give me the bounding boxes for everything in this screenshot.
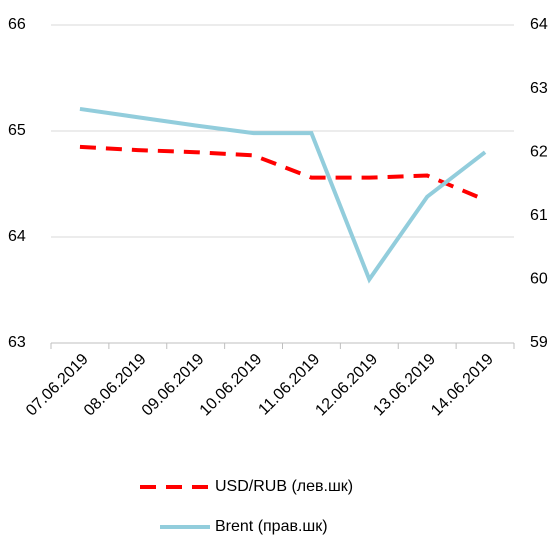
y2-tick-label: 62 [530, 143, 548, 160]
y-tick-label: 66 [8, 16, 26, 33]
y2-tick-label: 60 [530, 271, 548, 288]
legend-label: USD/RUB (лев.шк) [215, 478, 353, 495]
legend-label: Brent (прав.шк) [215, 518, 328, 535]
y2-tick-label: 59 [530, 334, 548, 351]
y2-tick-label: 63 [530, 80, 548, 97]
y-tick-label: 65 [8, 122, 26, 139]
y-tick-label: 64 [8, 228, 26, 245]
y2-tick-label: 61 [530, 207, 548, 224]
y-tick-label: 63 [8, 334, 26, 351]
x-tick-label: 14.06.2019 [428, 351, 497, 420]
x-tick-label: 10.06.2019 [197, 351, 266, 420]
series-line [79, 106, 487, 284]
y2-tick-label: 64 [530, 16, 548, 33]
series-line [79, 144, 486, 202]
